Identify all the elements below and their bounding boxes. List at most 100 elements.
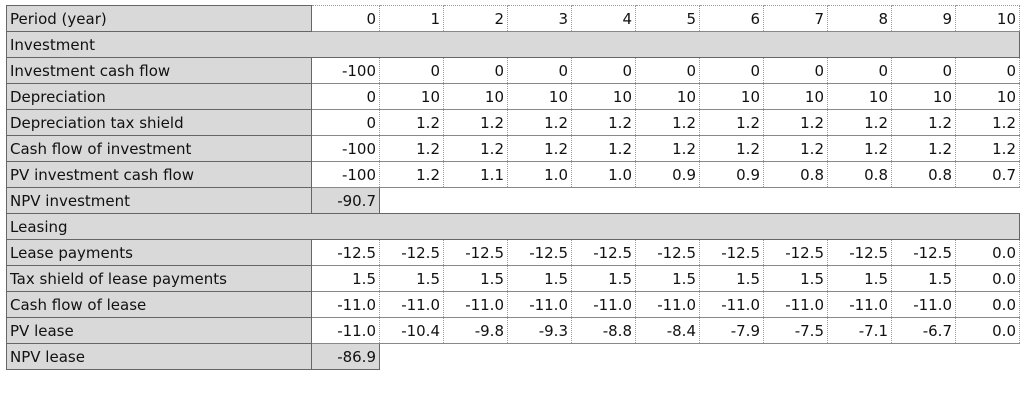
cell-value: 0.7: [955, 161, 1020, 188]
period: 5: [635, 5, 700, 32]
cell-value: 1.2: [571, 109, 636, 136]
row: NPV lease -86.9: [6, 343, 1020, 370]
cell-value: 1.1: [443, 161, 508, 188]
cell-value: 1.2: [507, 109, 572, 136]
cell-value: -7.5: [763, 317, 828, 344]
cell-value: 1.5: [827, 265, 892, 292]
period: 7: [763, 5, 828, 32]
cell-value: 0.0: [955, 239, 1020, 266]
cell-value: 1.0: [571, 161, 636, 188]
cell-value: 1.2: [699, 109, 764, 136]
cell-value: 0: [507, 57, 572, 84]
cell-value: -11.0: [379, 291, 444, 318]
cell-value: 1.0: [507, 161, 572, 188]
npv-label: NPV lease: [6, 343, 312, 370]
row: PV lease -11.0 -10.4 -9.8 -9.3 -8.8 -8.4 -7.9 -7…: [6, 317, 1020, 344]
cell-value: 0: [891, 57, 956, 84]
row: Depreciation tax shield 0 1.2 1.2 1.2 1.2 1.2 1…: [6, 109, 1020, 136]
row-label: Depreciation tax shield: [6, 109, 312, 136]
blank: [380, 344, 1020, 370]
row-label: Cash flow of investment: [6, 135, 312, 162]
cell-value: 0.9: [635, 161, 700, 188]
cell-value: 0: [635, 57, 700, 84]
period: 3: [507, 5, 572, 32]
row: Investment cash flow -100 0 0 0 0 0 0 0 0 0 0: [6, 57, 1020, 84]
row: Period (year) 0 1 2 3 4 5 6 7 8 9 10: [6, 5, 1020, 32]
cell-value: -11.0: [311, 317, 380, 344]
cell-value: 10: [507, 83, 572, 110]
cell-value: -9.8: [443, 317, 508, 344]
cell-value: -7.9: [699, 317, 764, 344]
period: 6: [699, 5, 764, 32]
cell-value: -11.0: [507, 291, 572, 318]
row: Lease payments -12.5 -12.5 -12.5 -12.5 -12.5-…: [6, 239, 1020, 266]
cell-value: -7.1: [827, 317, 892, 344]
cell-value: -10.4: [379, 317, 444, 344]
cell-value: 1.5: [443, 265, 508, 292]
cell-value: 1.5: [699, 265, 764, 292]
cell-value: 10: [827, 83, 892, 110]
cell-value: 1.5: [507, 265, 572, 292]
row-label: PV lease: [6, 317, 312, 344]
cell-value: -12.5: [827, 239, 892, 266]
cell-value: 10: [635, 83, 700, 110]
row: Cash flow of lease -11.0 -11.0 -11.0 -11.0 -1…: [6, 291, 1020, 318]
cell-value: 1.5: [311, 265, 380, 292]
period: 0: [311, 5, 380, 32]
cell-value: -11.0: [311, 291, 380, 318]
cell-value: -11.0: [827, 291, 892, 318]
cell-value: 1.2: [507, 135, 572, 162]
cell-value: -12.5: [571, 239, 636, 266]
cell-value: -6.7: [891, 317, 956, 344]
row: Leasing: [6, 213, 1020, 240]
cell-value: -11.0: [763, 291, 828, 318]
cell-value: -11.0: [699, 291, 764, 318]
cell-value: 0.8: [827, 161, 892, 188]
row-label: Lease payments: [6, 239, 312, 266]
cell-value: 1.5: [379, 265, 444, 292]
cell-value: -12.5: [635, 239, 700, 266]
cell-value: 1.2: [763, 135, 828, 162]
cell-value: 0: [443, 57, 508, 84]
cell-value: 0: [311, 83, 380, 110]
cell-value: -8.4: [635, 317, 700, 344]
cell-value: -12.5: [379, 239, 444, 266]
cell-value: 1.2: [571, 135, 636, 162]
cell-value: 10: [699, 83, 764, 110]
row-label: Cash flow of lease: [6, 291, 312, 318]
cell-value: 0: [763, 57, 828, 84]
cell-value: -11.0: [443, 291, 508, 318]
row-label: PV investment cash flow: [6, 161, 312, 188]
cell-value: 1.2: [443, 135, 508, 162]
section-title: Leasing: [6, 213, 1020, 240]
npv-label: NPV investment: [6, 187, 312, 214]
blank: [380, 188, 1020, 214]
cell-value: -11.0: [571, 291, 636, 318]
cell-value: 0.0: [955, 265, 1020, 292]
cell-value: 1.2: [635, 109, 700, 136]
cell-value: 1.2: [891, 109, 956, 136]
period: 8: [827, 5, 892, 32]
row: Cash flow of investment -100 1.2 1.2 1.2 1.2 1…: [6, 135, 1020, 162]
cell-value: 1.2: [763, 109, 828, 136]
cell-value: -12.5: [891, 239, 956, 266]
cell-value: -8.8: [571, 317, 636, 344]
cell-value: 1.5: [891, 265, 956, 292]
cell-value: 0: [571, 57, 636, 84]
cell-value: 10: [571, 83, 636, 110]
spreadsheet: Period (year) 0 1 2 3 4 5 6 7 8 9 10 Investment Inves…: [6, 5, 1020, 370]
cell-value: 1.2: [955, 109, 1020, 136]
cell-value: 1.2: [827, 135, 892, 162]
cell-value: 10: [763, 83, 828, 110]
cell-value: 1.2: [827, 109, 892, 136]
cell-value: 0: [699, 57, 764, 84]
row: Depreciation 0 10 10 10 10 10 10 10 10 10 10: [6, 83, 1020, 110]
cell-value: 1.5: [571, 265, 636, 292]
cell-value: 0.9: [699, 161, 764, 188]
cell-value: 1.2: [635, 135, 700, 162]
period: 9: [891, 5, 956, 32]
cell-value: 1.2: [443, 109, 508, 136]
cell-value: -12.5: [699, 239, 764, 266]
cell-value: 0.8: [891, 161, 956, 188]
